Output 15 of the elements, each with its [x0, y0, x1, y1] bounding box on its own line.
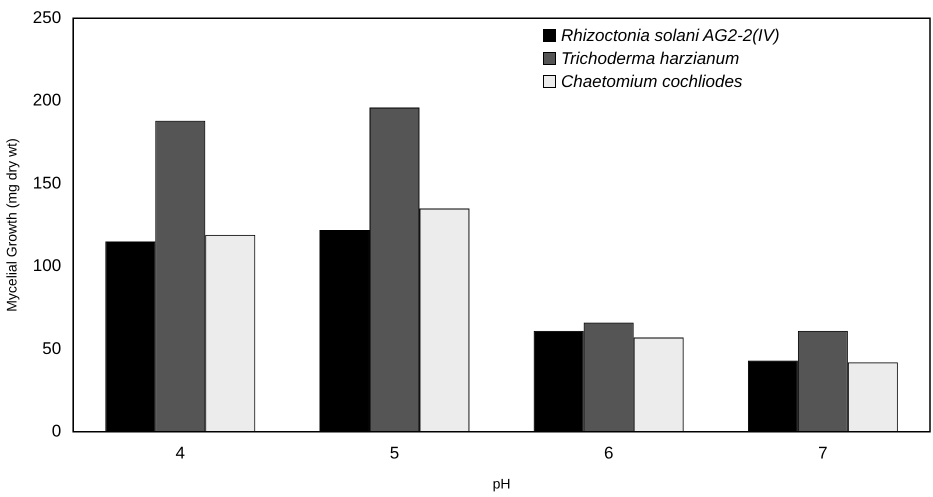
y-tick-label: 150: [32, 173, 62, 192]
x-tick-label: 7: [818, 444, 828, 463]
y-axis-title: Mycelial Growth (mg dry wt): [3, 138, 20, 312]
y-tick-label: 0: [52, 421, 62, 440]
legend-label: Rhizoctonia solani AG2-2(IV): [561, 25, 780, 48]
legend-label: Chaetomium cochliodes: [561, 71, 742, 94]
x-tick-label: 5: [390, 444, 400, 463]
y-tick-label: 200: [32, 90, 62, 110]
y-tick-label: 100: [32, 256, 62, 276]
legend-label: Trichoderma harzianum: [561, 48, 740, 70]
x-axis-title: pH: [492, 475, 511, 492]
x-tick-label: 4: [176, 444, 186, 463]
y-tick-label: 250: [32, 8, 62, 27]
x-tick-label: 6: [604, 444, 614, 463]
y-tick-label: 50: [42, 338, 62, 358]
